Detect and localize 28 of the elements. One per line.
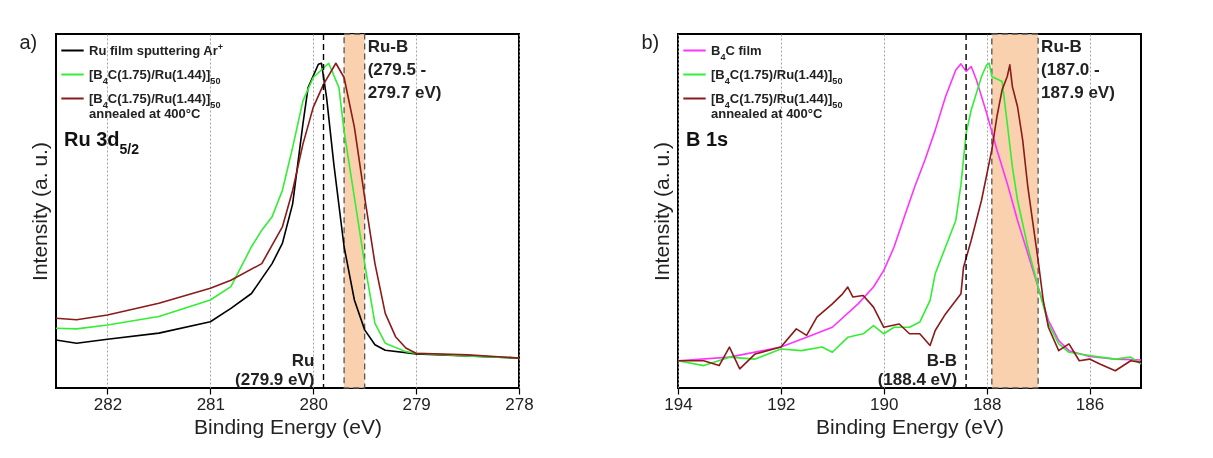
x-tick-label: 194	[664, 394, 693, 414]
x-tick-label: 282	[93, 394, 123, 414]
chart-title: b)	[641, 31, 660, 54]
x-tick-label: 279	[402, 394, 431, 414]
x-tick-label: 280	[299, 394, 328, 414]
x-axis-title: Binding Energy (eV)	[816, 414, 1004, 438]
ref-line-label: B-B (188.4 eV)	[877, 351, 958, 390]
x-axis-title: Binding Energy (eV)	[194, 414, 382, 438]
ref-line-label: Ru (279.9 eV)	[235, 351, 315, 390]
x-tick-label: 190	[870, 394, 899, 414]
y-axis-title: Intensity (a. u.)	[27, 142, 51, 281]
y-axis-title: Intensity (a. u.)	[649, 142, 673, 281]
legend-label: B$_{4}$C film	[711, 42, 762, 62]
chart-title: a)	[19, 31, 38, 54]
x-tick-label: 192	[767, 394, 796, 414]
legend-label: [B$_{4}$C(1.75)/Ru(1.44)]$_{50}$	[89, 66, 221, 86]
annotation: B 1s	[686, 128, 729, 151]
x-tick-label: 281	[196, 394, 226, 414]
x-tick-label: 188	[972, 394, 1002, 414]
band-label: Ru-B (187.0 - 187.9 eV)	[1041, 37, 1115, 103]
legend-label: [B$_{4}$C(1.75)/Ru(1.44)]$_{50}$	[711, 66, 843, 86]
legend-label: [B$_{4}$C(1.75)/Ru(1.44)]$_{50}$ annealed at 400°C	[711, 90, 843, 121]
x-tick-label: 278	[505, 394, 534, 414]
x-tick-label: 186	[1075, 394, 1105, 414]
legend-label: [B$_{4}$C(1.75)/Ru(1.44)]$_{50}$ annealed at 400°C	[89, 90, 221, 121]
annotation: Ru 3d$_{5/2}$	[64, 128, 140, 158]
band-label: Ru-B (279.5 - 279.7 eV)	[367, 37, 442, 103]
legend-label: Ru film sputtering Ar$^{+}$	[89, 41, 224, 58]
